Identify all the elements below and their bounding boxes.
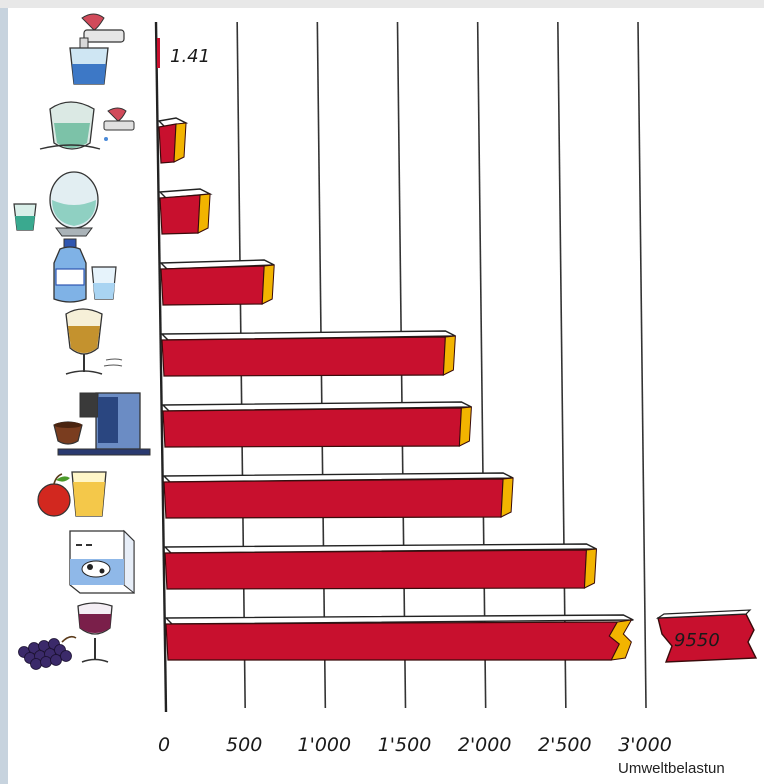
y-axis-line bbox=[154, 21, 168, 713]
x-tick-label: 1'000 bbox=[298, 734, 352, 756]
water-cooler-icon bbox=[13, 171, 99, 237]
x-tick-label: 1'500 bbox=[378, 734, 432, 756]
water-bottle-glass-icon bbox=[53, 238, 117, 303]
bar bbox=[159, 194, 201, 235]
bar bbox=[160, 265, 265, 306]
caption-text: Umweltbelastun bbox=[618, 760, 725, 777]
beer-glass-icon bbox=[65, 308, 123, 375]
bar bbox=[162, 407, 463, 448]
grid-line bbox=[476, 21, 487, 709]
top-border bbox=[0, 0, 764, 8]
x-tick-label: 0 bbox=[158, 734, 170, 756]
apple-juice-icon bbox=[37, 471, 107, 517]
bar-end-face bbox=[261, 264, 275, 305]
coffee-machine-icon bbox=[53, 392, 151, 456]
bar-end-face bbox=[173, 122, 187, 163]
bar-end-face bbox=[442, 335, 456, 376]
x-tick-label: 2'500 bbox=[538, 734, 592, 756]
bar-broken-segment bbox=[657, 613, 758, 663]
bar-top-face bbox=[164, 614, 634, 625]
data-label: 9550 bbox=[674, 630, 720, 651]
bar bbox=[163, 478, 504, 519]
bar bbox=[164, 549, 588, 590]
data-label: 1.41 bbox=[170, 46, 210, 67]
wine-grapes-icon bbox=[18, 602, 113, 670]
grid-line bbox=[637, 21, 647, 709]
bar-end-face bbox=[197, 193, 211, 234]
x-tick-label: 500 bbox=[226, 734, 262, 756]
bar-end-face bbox=[458, 406, 472, 447]
grid-line bbox=[557, 21, 567, 709]
bar-end-face bbox=[608, 619, 633, 661]
tap-glass-icon bbox=[69, 13, 125, 85]
bar bbox=[161, 336, 447, 377]
bar bbox=[165, 621, 621, 661]
filter-jug-tap-icon bbox=[39, 101, 135, 150]
x-tick-label: 3'000 bbox=[618, 734, 672, 756]
bar bbox=[158, 123, 177, 164]
bar-broken-top bbox=[655, 609, 752, 619]
bar bbox=[157, 38, 160, 68]
bar-end-face bbox=[583, 548, 598, 589]
left-border bbox=[0, 8, 8, 784]
x-tick-label: 2'000 bbox=[458, 734, 512, 756]
milk-carton-cow-icon bbox=[69, 529, 135, 595]
bar-end-face bbox=[500, 477, 514, 518]
